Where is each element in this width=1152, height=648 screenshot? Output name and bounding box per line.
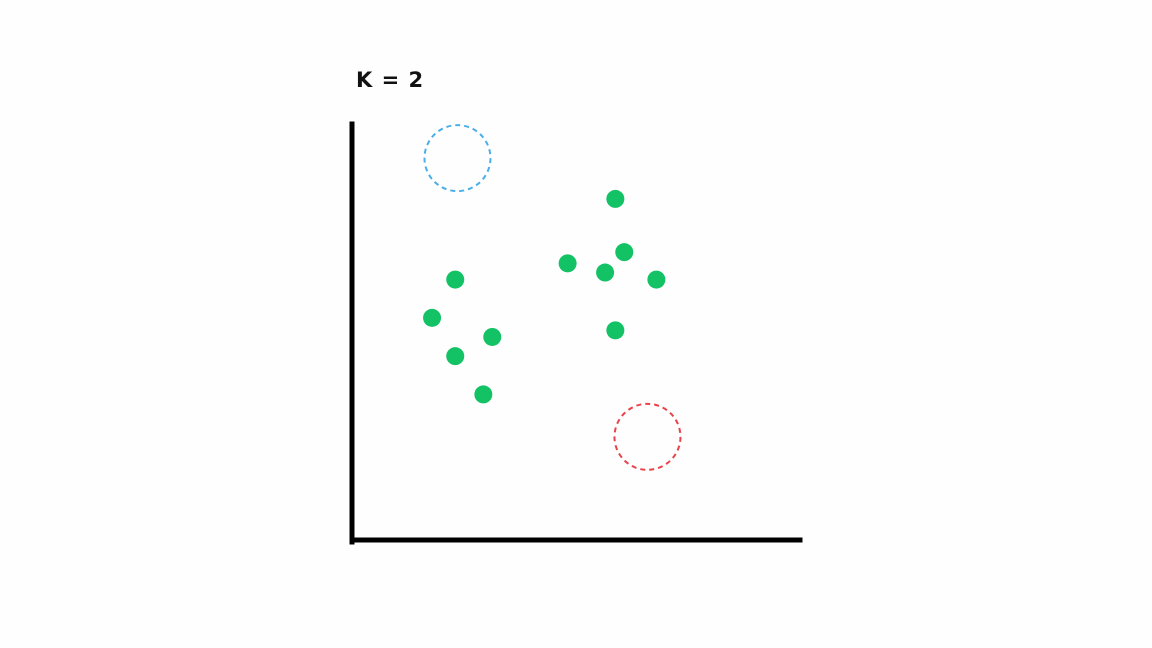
data-point-7 [596,263,615,282]
data-point-9 [606,189,625,208]
centroid-2 [613,402,682,471]
data-point-3 [483,327,502,346]
data-point-group [423,189,666,404]
data-point-2 [423,308,442,327]
data-point-10 [647,270,666,289]
data-point-6 [558,254,577,273]
data-point-4 [446,347,465,366]
centroid-group [423,124,682,471]
data-point-5 [474,385,493,404]
data-point-1 [446,270,465,289]
data-point-8 [615,243,634,262]
centroid-1 [423,124,492,193]
chart-title: K = 2 [356,68,425,92]
data-point-11 [606,321,625,340]
